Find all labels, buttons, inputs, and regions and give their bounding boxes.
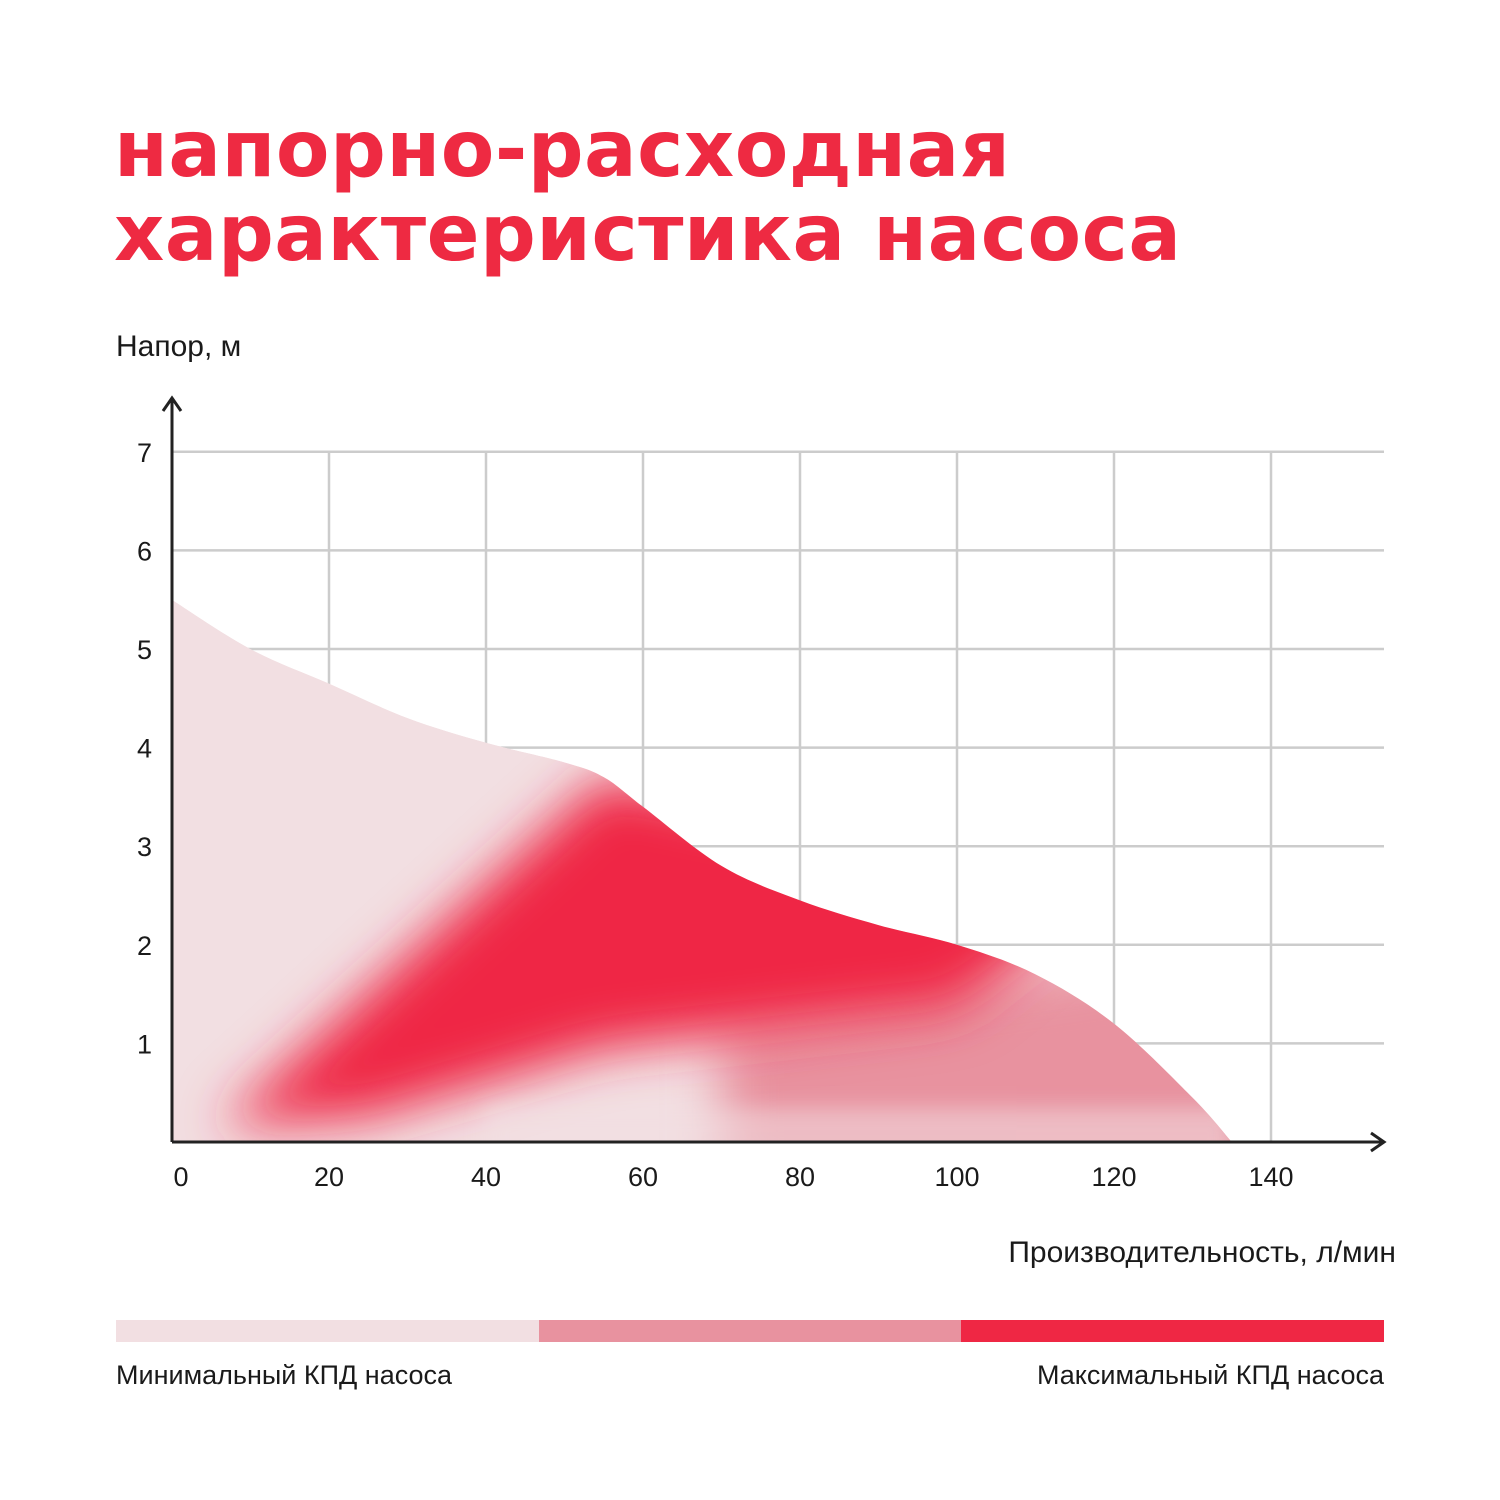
x-tick-label: 0	[173, 1162, 188, 1192]
x-axis-label: Производительность, л/мин	[1008, 1236, 1396, 1269]
efficiency-area	[172, 599, 1232, 1142]
y-tick-label: 3	[137, 832, 152, 862]
x-tick-label: 20	[314, 1162, 344, 1192]
legend-min-label: Минимальный КПД насоса	[116, 1360, 453, 1390]
y-axis-label: Напор, м	[116, 330, 242, 363]
y-axis-arrow-icon	[161, 395, 183, 412]
y-tick-label: 4	[137, 734, 152, 764]
x-tick-label: 140	[1248, 1162, 1293, 1192]
x-tick-label: 120	[1091, 1162, 1136, 1192]
y-tick-label: 1	[137, 1029, 152, 1059]
bottom-fade	[486, 1107, 1232, 1142]
title-line-1: напорно-расходная	[114, 105, 1011, 195]
x-tick-label: 60	[628, 1162, 658, 1192]
x-axis-arrow-icon	[1370, 1131, 1387, 1153]
legend-min-segment	[116, 1320, 539, 1342]
axes	[161, 395, 1387, 1153]
legend-max-segment	[961, 1320, 1385, 1342]
x-tick-label: 40	[471, 1162, 501, 1192]
tick-labels: 1 2 3 4 5 6 7 0 20 40 60 80 100 120 140	[137, 438, 1294, 1192]
pump-curve-chart: 1 2 3 4 5 6 7 0 20 40 60 80 100 120 140	[137, 395, 1387, 1192]
legend-max-label: Максимальный КПД насоса	[1037, 1360, 1384, 1390]
x-tick-label: 100	[934, 1162, 979, 1192]
y-tick-label: 6	[137, 536, 152, 566]
y-tick-label: 2	[137, 931, 152, 961]
efficiency-legend-bar	[116, 1320, 1385, 1342]
page-title: напорно-расходная характеристика насоса	[114, 108, 1182, 276]
legend-mid-segment	[538, 1320, 962, 1342]
y-tick-label: 7	[137, 438, 152, 468]
x-tick-label: 80	[785, 1162, 815, 1192]
y-tick-label: 5	[137, 635, 152, 665]
title-line-2: характеристика насоса	[114, 189, 1182, 279]
